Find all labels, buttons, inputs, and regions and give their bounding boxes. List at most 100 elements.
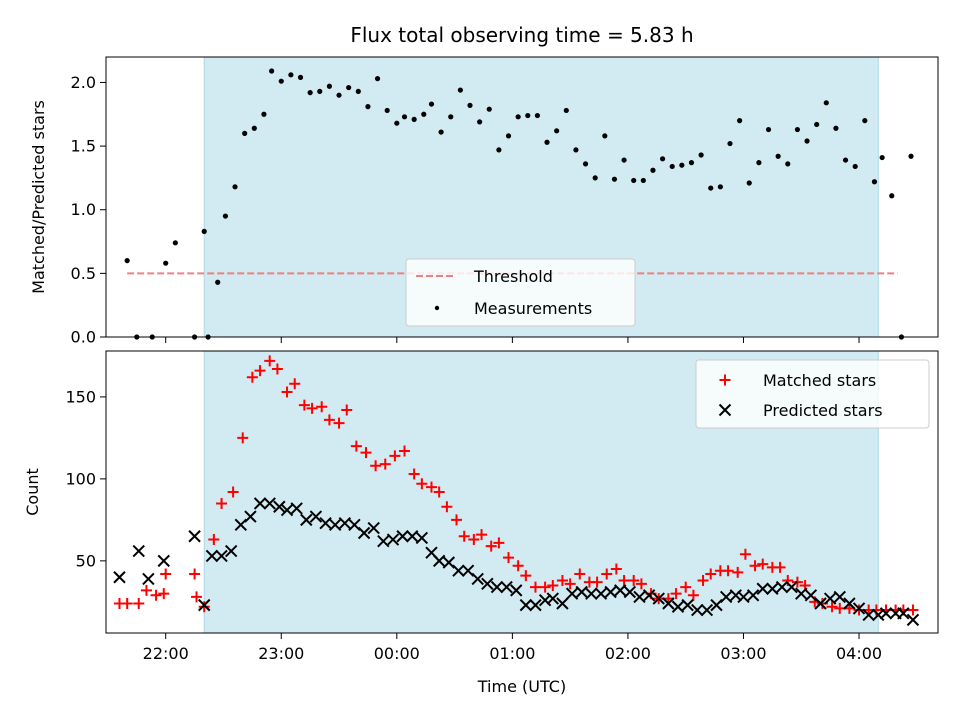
predicted-star-point [746,589,760,602]
measurement-point [394,120,400,126]
count-y-tick-label: 50 [76,551,96,570]
predicted-star-point [710,598,723,612]
predicted-star-point [432,554,446,568]
measurement-point [336,92,342,98]
measurement-point [871,179,878,185]
count-plot-frame [105,350,939,634]
measurement-point [438,129,444,135]
matched-star-point [370,460,382,472]
predicted-star-point [719,590,733,604]
matched-star-point [281,386,293,398]
ratio-plot-frame [105,56,939,338]
predicted-star-point [442,556,456,569]
predicted-star-point [348,518,361,531]
predicted-star-point [604,585,617,599]
measurement-point [650,167,656,173]
matched-star-point [323,414,335,426]
measurement-point [669,163,675,170]
matched-star-point [547,579,559,591]
matched-star-point [591,576,603,588]
time-tick-label: 22:00 [143,644,189,663]
predicted-star-point [500,580,513,594]
predicted-star-point [406,530,419,543]
measurement-point [640,177,646,184]
predicted-star-point [234,518,248,531]
matched-star-point [485,540,497,552]
predicted-star-point [328,518,342,531]
predicted-star-point [357,526,371,540]
measurement-point [554,128,560,134]
measurement-point [631,177,637,184]
measurement-point [679,162,685,168]
measurement-point [794,126,801,133]
measurement-point [708,185,714,191]
count-y-tick-label: 100 [65,469,96,488]
measurement-point [563,107,569,114]
matched-star-point [722,565,734,577]
predicted-star-point [338,516,352,530]
predicted-star-point [280,503,294,517]
measurement-point [804,138,810,144]
predicted-star-point [215,549,228,563]
measurements-legend-marker [434,305,440,311]
matched-star-point [316,401,328,413]
threshold-legend-label: Threshold [473,267,553,286]
measurement-point [862,118,868,124]
predicted-star-point [614,584,627,597]
predicted-star-point [879,607,893,620]
matched-star-point [468,534,480,546]
predicted-star-point [691,603,704,617]
measurement-point [592,175,598,181]
matched-star-point [451,514,463,526]
measurement-point [889,193,895,199]
predicted-star-point [319,516,332,530]
measurement-point [823,100,829,106]
measurement-point [401,114,408,120]
measurement-point [172,240,178,246]
matched-star-point [601,568,613,580]
matched-star-point [556,575,568,587]
measurement-point [201,228,207,234]
matched-star-point [628,575,640,587]
measurement-point [698,152,704,158]
time-tick-label: 04:00 [836,644,882,663]
matched-star-point [774,561,786,573]
matched-star-point [425,481,437,493]
time-tick-label: 23:00 [258,644,304,663]
time-tick-label: 02:00 [605,644,651,663]
measurement-point [852,163,858,170]
matched-star-point [476,529,488,541]
matched-star-point [826,601,838,613]
ratio-legend: Threshold Measurements [405,258,636,327]
measurement-point [573,147,579,153]
matched-star-point [503,552,515,564]
predicted-star-point [652,592,665,605]
matched-star-point [133,597,145,609]
predicted-star-point [244,510,257,523]
matched-star-point [160,568,172,580]
measurement-point [737,118,743,124]
predicted-star-point [205,549,219,563]
measurement-point [384,107,390,114]
predicted-star-point [795,587,808,600]
predicted-star-point [737,590,750,604]
matched-legend-label: Matched stars [763,371,876,390]
count-legend: Matched stars Predicted stars [695,359,930,429]
predicted-star-point [263,497,276,510]
matched-star-point [158,588,170,600]
measurement-point [833,125,839,131]
predicted-star-point [700,603,714,617]
measurement-point [242,130,248,136]
measurement-point [477,119,483,125]
measurement-point [467,102,473,108]
matched-star-point [433,486,445,498]
matched-star-point [289,378,301,390]
predicted-star-point [823,592,837,605]
time-tick-label: 00:00 [374,644,420,663]
ratio-legend-box [405,258,636,327]
predicted-star-point [862,608,875,622]
predicted-star-point [785,580,798,594]
time-tick-label: 01:00 [489,644,535,663]
predicted-star-point [642,589,656,602]
matched-star-point [306,402,318,414]
